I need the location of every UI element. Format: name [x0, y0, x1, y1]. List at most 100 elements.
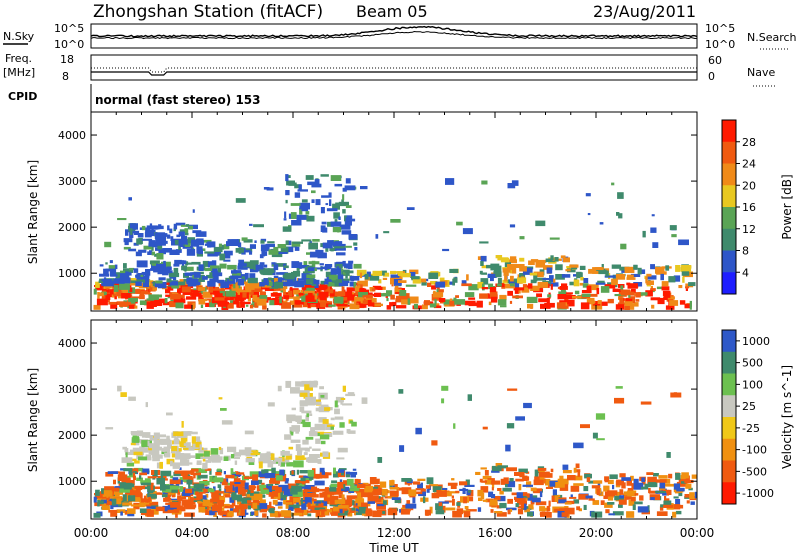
power-cell	[481, 287, 489, 290]
power-cell	[665, 265, 670, 271]
power-cell	[131, 296, 142, 299]
power-cell	[395, 298, 406, 303]
velocity-cell	[533, 488, 543, 494]
power-cell	[250, 282, 262, 289]
power-cell	[192, 302, 195, 310]
power-cell	[625, 298, 633, 302]
power-cell	[186, 248, 196, 256]
velocity-cell	[224, 505, 229, 508]
velocity-cell	[126, 508, 136, 514]
power-cell	[281, 302, 292, 309]
velocity-cell	[615, 491, 621, 498]
power-cell	[207, 261, 215, 268]
power-cell	[260, 272, 269, 275]
power-cell	[641, 269, 646, 274]
power-cell	[410, 272, 416, 278]
velocity-cell	[573, 467, 577, 473]
power-cell	[330, 175, 342, 181]
velocity-cell	[139, 472, 147, 476]
velocity-cell	[307, 513, 312, 517]
velocity-cell	[159, 438, 171, 445]
velocity-cell	[569, 496, 577, 499]
power-cell	[647, 275, 657, 280]
power-cell	[157, 294, 162, 298]
power-cell	[209, 272, 213, 277]
power-cell	[315, 301, 319, 307]
power-cell	[319, 263, 324, 266]
power-cell	[151, 244, 154, 251]
power-cell	[321, 266, 331, 269]
velocity-cell	[308, 473, 314, 480]
velocity-cell	[451, 495, 454, 499]
power-cell	[139, 300, 147, 305]
cpid-label: CPID	[8, 90, 37, 103]
velocity-cell	[156, 454, 163, 459]
power-cell	[214, 297, 225, 301]
velocity-cell	[233, 508, 239, 513]
velocity-cell	[295, 444, 301, 451]
power-cell	[284, 211, 287, 219]
power-cell	[304, 282, 315, 289]
velocity-cell	[132, 472, 135, 479]
power-cell	[673, 275, 681, 282]
velocity-cell	[412, 491, 423, 495]
velocity-cell	[259, 453, 268, 459]
power-cell	[337, 274, 344, 280]
power-cell	[468, 302, 478, 307]
power-cell	[212, 271, 219, 277]
velocity-cell	[681, 472, 689, 479]
velocity-cell	[277, 385, 282, 392]
velocity-cell	[169, 485, 179, 490]
power-cell	[513, 278, 520, 283]
velocity-cell	[678, 493, 683, 497]
power-cell	[453, 277, 458, 283]
velocity-cell	[340, 501, 352, 508]
power-cell	[169, 251, 180, 255]
velocity-cell	[171, 486, 178, 493]
velocity-cell	[338, 511, 348, 516]
power-cell	[405, 284, 417, 287]
power-cell	[138, 249, 147, 253]
velocity-cell	[104, 486, 114, 494]
power-cell	[560, 287, 566, 295]
velocity-cell	[540, 511, 551, 517]
power-cell	[617, 302, 627, 305]
velocity-cell	[491, 483, 495, 488]
power-cell	[386, 290, 393, 296]
power-cell	[252, 288, 260, 296]
power-cell	[596, 288, 600, 295]
velocity-cell	[128, 396, 136, 401]
power-cell	[231, 270, 238, 274]
velocity-cell	[235, 484, 243, 490]
power-cell	[204, 298, 214, 301]
velocity-cell	[271, 488, 275, 491]
velocity-cell	[133, 451, 143, 456]
velocity-cell	[202, 462, 208, 470]
velocity-cell	[368, 495, 379, 501]
power-cell	[247, 292, 252, 296]
power-cell	[259, 282, 265, 287]
power-cell	[250, 269, 258, 273]
velocity-cell	[301, 480, 306, 485]
power-cell	[481, 272, 487, 275]
velocity-cell	[632, 504, 636, 510]
velocity-cell	[195, 453, 206, 459]
velocity-cell	[151, 509, 159, 515]
velocity-cell	[367, 489, 374, 496]
power-cell	[628, 295, 631, 298]
power-cell	[306, 274, 316, 279]
power-cell	[611, 264, 621, 269]
velocity-cell	[490, 509, 494, 513]
velocity-cell	[259, 503, 268, 509]
power-cell	[155, 280, 163, 284]
power-cell	[105, 295, 111, 300]
power-cell	[509, 283, 515, 287]
velocity-cell	[415, 427, 422, 435]
velocity-cell	[338, 468, 347, 471]
velocity-cell	[391, 497, 401, 500]
power-cell	[685, 288, 688, 291]
velocity-cell	[291, 470, 294, 475]
power-cell	[296, 267, 300, 271]
power-cell	[543, 265, 553, 270]
velocity-cell	[340, 398, 346, 400]
